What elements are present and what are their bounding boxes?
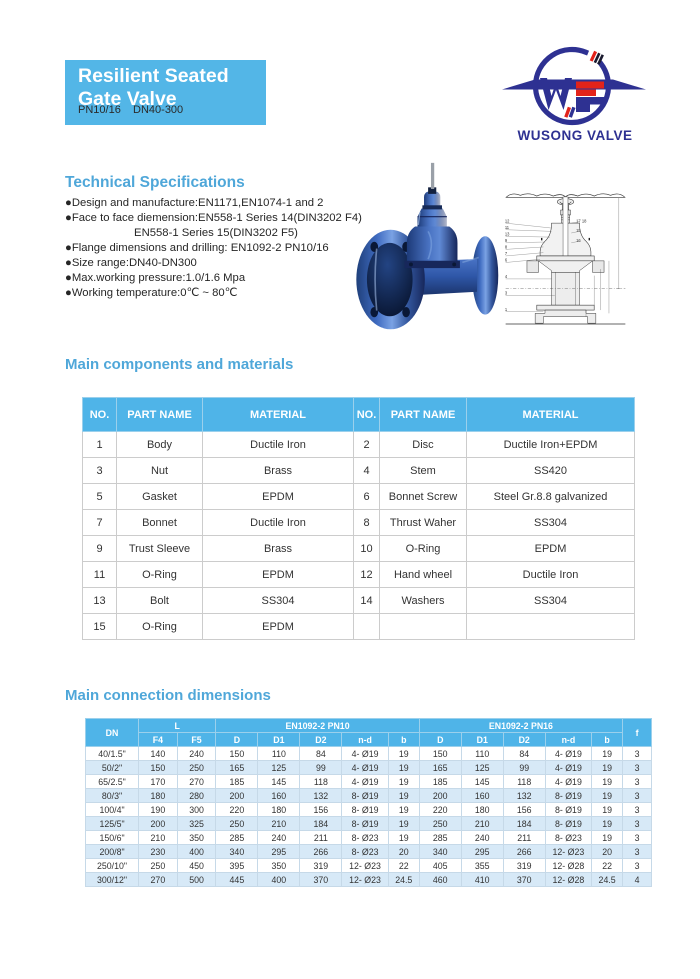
svg-text:11: 11 <box>505 225 510 230</box>
svg-text:12: 12 <box>505 218 510 223</box>
svg-text:1: 1 <box>505 307 508 312</box>
svg-text:16: 16 <box>576 238 581 243</box>
svg-text:8: 8 <box>505 245 508 250</box>
svg-text:9: 9 <box>505 238 508 243</box>
svg-text:7: 7 <box>505 251 508 256</box>
svg-text:4: 4 <box>505 274 508 279</box>
svg-text:3: 3 <box>505 290 508 295</box>
svg-text:15: 15 <box>576 228 581 233</box>
svg-text:13: 13 <box>505 231 510 236</box>
svg-text:6: 6 <box>505 258 508 263</box>
svg-text:17 18: 17 18 <box>576 218 587 223</box>
